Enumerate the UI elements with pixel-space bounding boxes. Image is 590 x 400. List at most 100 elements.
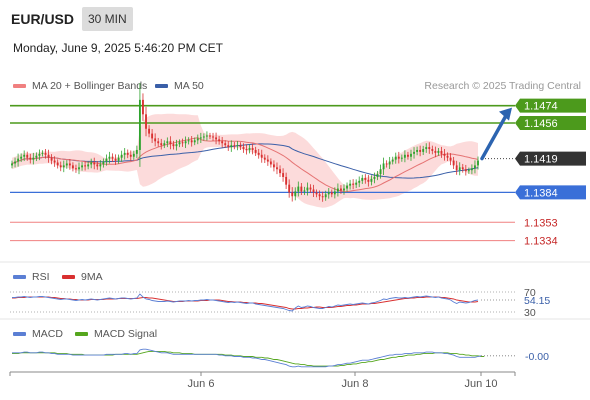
candle-body bbox=[14, 161, 16, 164]
ma20-line bbox=[11, 137, 479, 193]
candle-body bbox=[449, 157, 452, 161]
candle-body bbox=[169, 141, 172, 145]
candle-body bbox=[300, 186, 303, 192]
candle-body bbox=[358, 180, 361, 183]
candle-body bbox=[196, 138, 199, 141]
candle-body bbox=[187, 140, 190, 142]
candle-body bbox=[87, 164, 90, 167]
candle-body bbox=[181, 142, 184, 144]
candle-body bbox=[224, 143, 227, 146]
candle-body bbox=[410, 153, 412, 157]
candle-body bbox=[71, 165, 74, 169]
rsi-swatch bbox=[13, 275, 26, 280]
candle-body bbox=[47, 154, 50, 158]
candle-body bbox=[142, 99, 144, 115]
level-label-1: 1.1456 bbox=[524, 118, 558, 130]
candle-body bbox=[56, 162, 59, 166]
candle-body bbox=[440, 150, 443, 154]
legend-rsi: RSI bbox=[13, 271, 50, 283]
candle-body bbox=[260, 154, 263, 158]
macd-label: MACD bbox=[32, 328, 63, 340]
timeframe-badge[interactable]: 30 MIN bbox=[82, 7, 133, 31]
candle-body bbox=[446, 155, 449, 158]
candle-body bbox=[218, 139, 221, 142]
candle-body bbox=[474, 165, 476, 169]
candle-body bbox=[367, 179, 370, 182]
candle-body bbox=[434, 150, 437, 153]
candle-body bbox=[248, 148, 251, 150]
candle-body bbox=[361, 177, 364, 181]
candle-body bbox=[403, 154, 406, 158]
candle-body bbox=[111, 156, 114, 159]
candle-body bbox=[50, 157, 53, 161]
candle-body bbox=[272, 164, 275, 168]
candle-body bbox=[172, 144, 175, 147]
candle-body bbox=[212, 136, 214, 138]
candle-body bbox=[154, 138, 157, 142]
candle-body bbox=[461, 167, 464, 170]
rsi-ma-label: 9MA bbox=[81, 271, 103, 283]
time-axis: Jun 6 Jun 8 Jun 10 bbox=[0, 261, 590, 390]
candle-body bbox=[84, 165, 87, 167]
candle-body bbox=[370, 178, 373, 182]
candle-body bbox=[245, 149, 248, 151]
candle-body bbox=[458, 167, 461, 171]
candle-body bbox=[330, 192, 333, 195]
candle-body bbox=[29, 157, 32, 160]
candle-body bbox=[455, 165, 458, 171]
rsi-tick-70: 70 bbox=[524, 287, 536, 299]
candle-body bbox=[266, 159, 269, 162]
candle-body bbox=[346, 185, 348, 189]
macd-last-value: -0.00 bbox=[525, 351, 549, 363]
candle-body bbox=[297, 186, 300, 192]
candle-body bbox=[407, 154, 409, 157]
candle-body bbox=[65, 163, 68, 166]
moving-averages bbox=[11, 137, 479, 193]
macd-signal-swatch bbox=[75, 332, 88, 337]
candle-body bbox=[321, 196, 324, 198]
candle-body bbox=[193, 140, 196, 143]
candle-body bbox=[425, 147, 428, 150]
ma50-line bbox=[11, 143, 479, 179]
candle-body bbox=[20, 156, 23, 159]
candle-body bbox=[132, 153, 135, 157]
candle-body bbox=[135, 149, 138, 154]
candle-body bbox=[26, 154, 29, 158]
candle-body bbox=[35, 155, 38, 158]
macd-swatch bbox=[13, 332, 26, 337]
level-label-0: 1.1474 bbox=[524, 101, 558, 113]
candle-body bbox=[269, 161, 272, 165]
candle-body bbox=[145, 114, 147, 129]
time-label-2: Jun 10 bbox=[464, 378, 497, 390]
candle-body bbox=[209, 135, 211, 137]
price-levels bbox=[10, 104, 515, 242]
candle-body bbox=[254, 149, 257, 153]
level-tag-0 bbox=[515, 98, 586, 113]
level-label-2: 1.1419 bbox=[524, 154, 558, 166]
candle-body bbox=[291, 192, 294, 197]
ma20-label: MA 20 + Bollinger Bands bbox=[32, 80, 148, 92]
level-tag-2 bbox=[515, 151, 586, 166]
candle-body bbox=[279, 169, 281, 174]
level-label-3: 1.1384 bbox=[524, 187, 558, 199]
candle-body bbox=[416, 149, 419, 152]
candle-body bbox=[282, 173, 285, 177]
candle-body bbox=[318, 194, 321, 197]
candle-body bbox=[343, 188, 345, 191]
candle-body bbox=[382, 163, 385, 170]
candle-body bbox=[413, 151, 415, 154]
candle-body bbox=[59, 165, 62, 168]
rsi-label: RSI bbox=[32, 271, 50, 283]
candle-body bbox=[352, 183, 355, 185]
candle-body bbox=[443, 153, 446, 156]
candle-body bbox=[108, 156, 111, 159]
rsi-line bbox=[12, 293, 479, 312]
candle-body bbox=[205, 135, 208, 137]
candle-body bbox=[157, 141, 160, 144]
candle-body bbox=[477, 160, 479, 166]
candle-body bbox=[257, 152, 260, 155]
rsi-tick-30: 30 bbox=[524, 307, 536, 319]
candle-body bbox=[397, 156, 400, 159]
candle-body bbox=[105, 158, 108, 162]
